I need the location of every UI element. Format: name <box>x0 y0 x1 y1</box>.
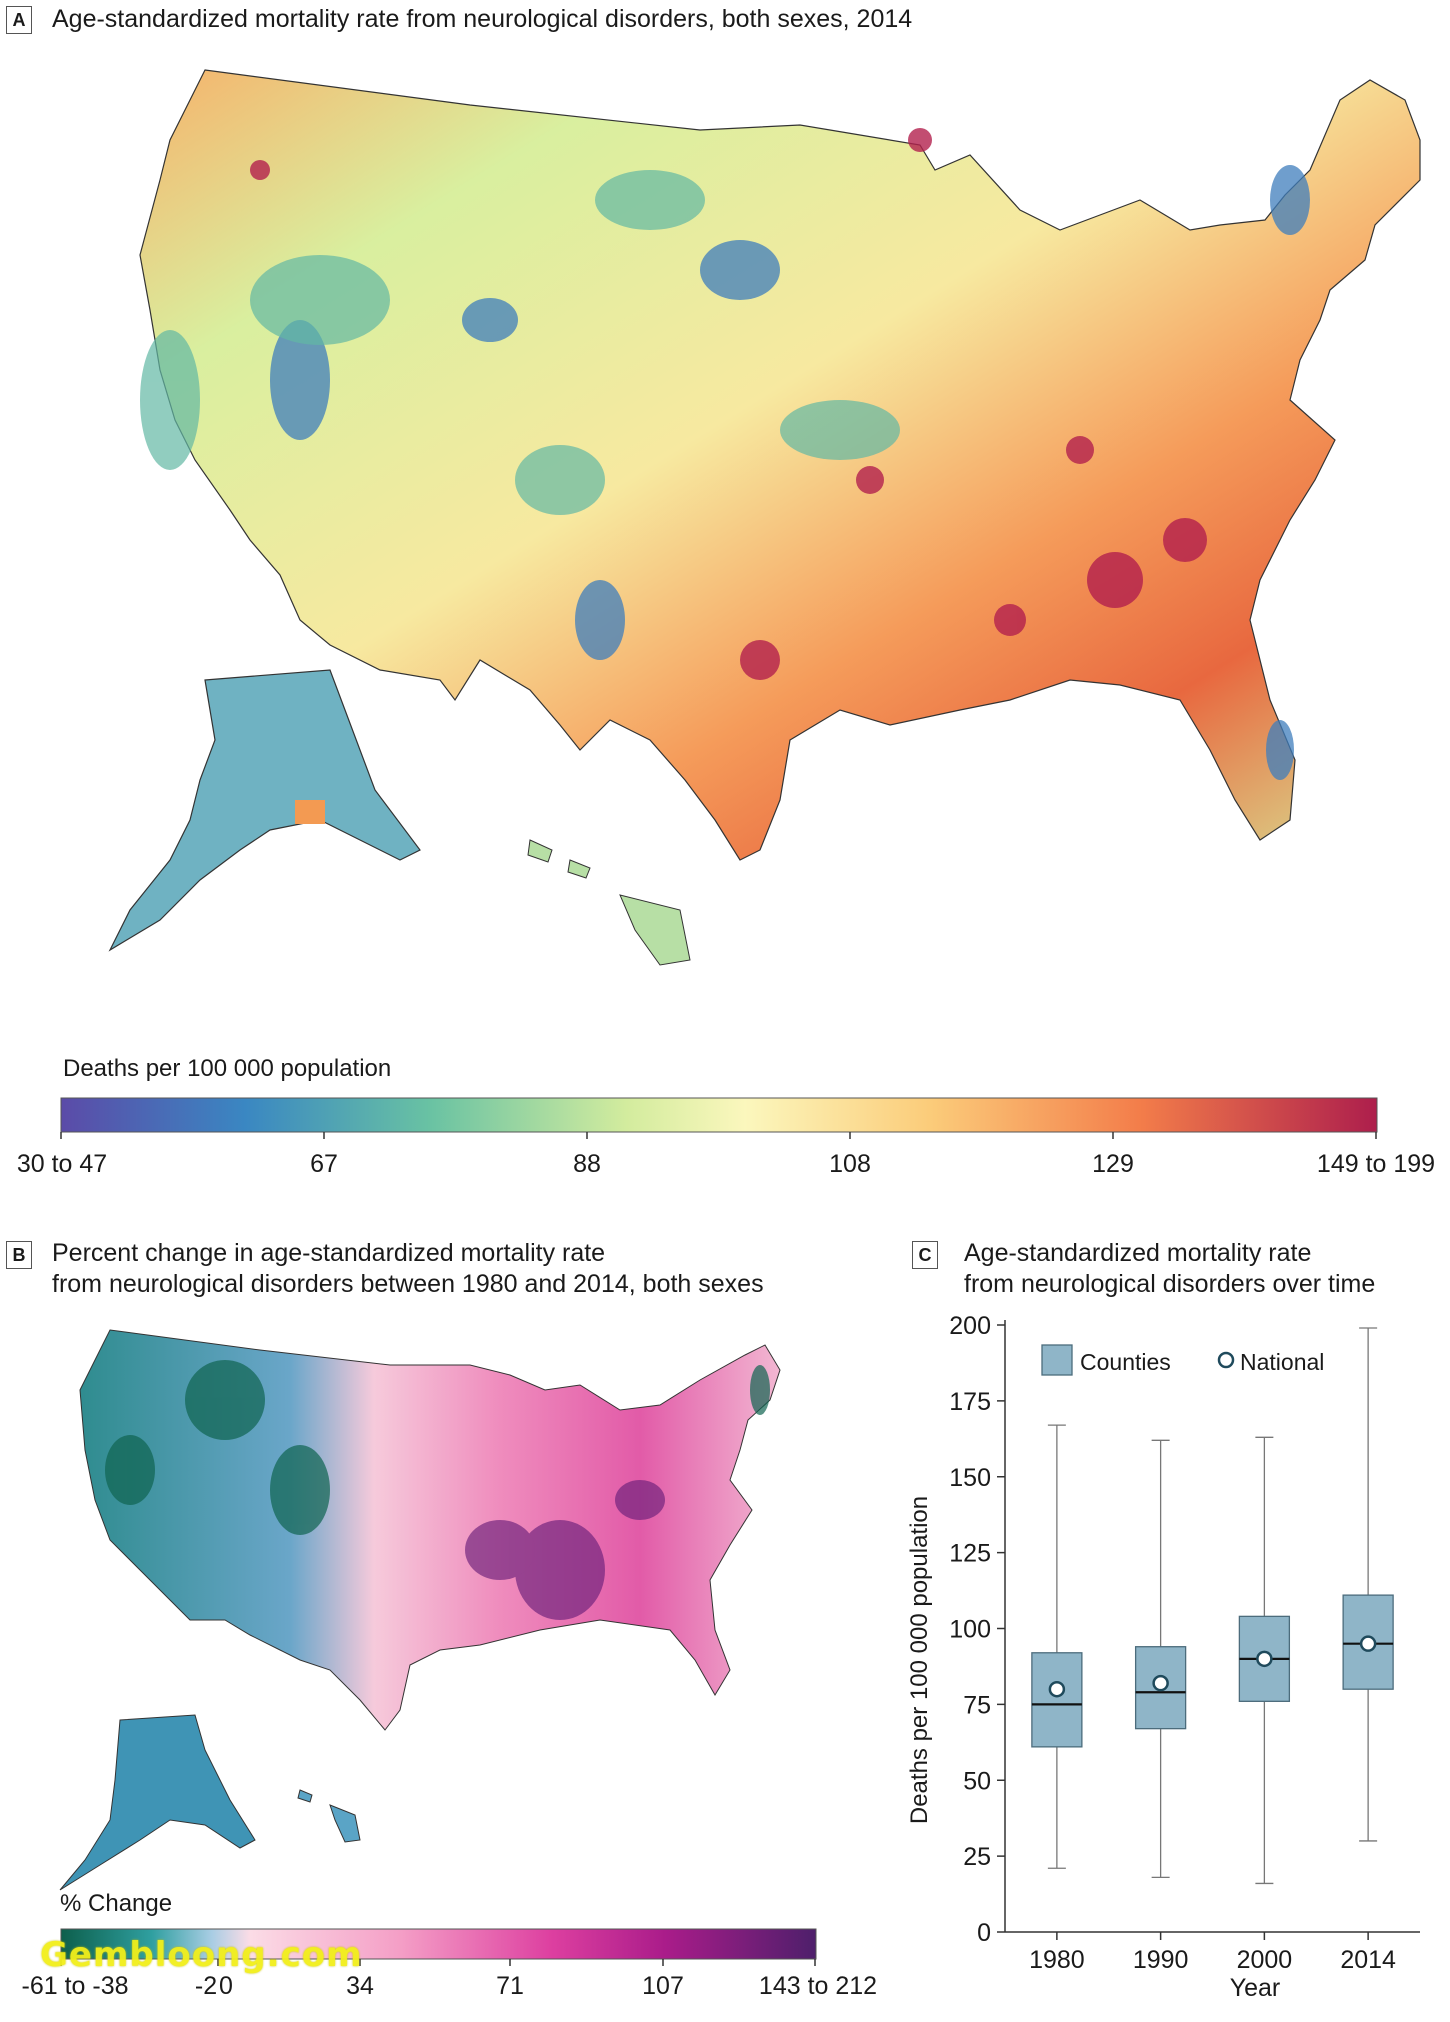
box-iqr <box>1031 1652 1083 1748</box>
national-point <box>1359 1635 1377 1652</box>
alaska-shape <box>108 669 421 952</box>
panel-c-title-line1: Age-standardized mortality rate <box>964 1239 1312 1267</box>
national-point <box>1048 1680 1066 1698</box>
map-a-hotspots <box>250 128 1207 680</box>
panel-b-colorbar <box>60 1928 817 1966</box>
y-tick-label: 50 <box>963 1767 991 1795</box>
x-tick-label: 1990 <box>1133 1946 1189 1974</box>
panel-b-title-line2: from neurological disorders between 1980… <box>52 1270 764 1298</box>
contiguous-us-shape-b <box>79 1329 781 1731</box>
map-b-dark-regions <box>465 1480 665 1620</box>
y-axis-label: Deaths per 100 000 population <box>906 1496 933 1824</box>
panel-a-title-text: Age-standardized mortality rate from neu… <box>52 5 913 33</box>
y-tick-label: 175 <box>949 1388 991 1416</box>
y-tick-label: 100 <box>949 1616 991 1644</box>
panel-b-tick-5: 107 <box>642 1972 684 2000</box>
panel-a-tick-3: 108 <box>829 1150 871 1178</box>
alaska-orange-county <box>295 800 325 824</box>
panel-a-letter: A <box>6 6 32 34</box>
panel-b-tick-6: 143 to 212 <box>758 1972 878 2000</box>
us-map-mortality-2014 <box>108 69 1421 966</box>
legend-national-label: National <box>1240 1349 1324 1375</box>
panel-b-tick-3: 34 <box>346 1972 374 2000</box>
x-tick-label: 2014 <box>1340 1946 1396 1974</box>
boxplot-axes: 0 25 50 75 100 125 150 175 200 1980 1990 2000 2014 <box>949 1312 1420 1974</box>
panel-a-tick-0: 30 to 47 <box>16 1150 108 1178</box>
y-tick-label: 200 <box>949 1312 991 1340</box>
hawaii-shape-b <box>297 1789 361 1843</box>
map-b-green-regions <box>105 1360 770 1535</box>
x-tick-label: 1980 <box>1029 1946 1085 1974</box>
national-point <box>1152 1674 1169 1692</box>
contiguous-us-shape <box>139 69 1421 861</box>
panel-b-title-line1: Percent change in age-standardized morta… <box>52 1239 606 1267</box>
x-tick-label: 2000 <box>1237 1946 1293 1974</box>
watermark-text: Gembloong.com <box>40 1935 363 1975</box>
panel-a-tick-4: 129 <box>1092 1150 1134 1178</box>
panel-a-tick-1: 67 <box>310 1150 338 1178</box>
panel-b-letter: B <box>6 1241 32 1269</box>
alaska-shape-b <box>59 1714 256 1891</box>
panel-b-tick-1: -2 <box>194 1972 218 2000</box>
panel-b-legend-title: % Change <box>60 1890 173 1917</box>
y-tick-label: 125 <box>949 1540 991 1568</box>
panel-c-letter: C <box>912 1241 938 1269</box>
x-axis-label: Year <box>1230 1974 1281 2002</box>
panel-b-tick-4: 71 <box>496 1972 524 2000</box>
panel-a-colorbar <box>60 1097 1378 1139</box>
panel-a-tick-5: 149 to 199 <box>1316 1150 1436 1178</box>
y-tick-label: 150 <box>949 1464 991 1492</box>
map-a-cool-regions <box>270 165 1310 780</box>
legend-national-marker <box>1217 1351 1235 1369</box>
panel-b-tick-2: 0 <box>219 1972 233 2000</box>
panel-c-title: Age-standardized mortality rate from neu… <box>964 1238 1375 1300</box>
map-a-teal-regions <box>140 170 900 515</box>
y-tick-label: 25 <box>963 1843 991 1871</box>
boxplot-boxes <box>1031 1327 1394 1885</box>
boxplot-chart: 0 25 50 75 100 125 150 175 200 1980 1990 2000 2014 C… <box>906 1312 1420 2002</box>
y-tick-label: 0 <box>977 1919 991 1947</box>
hawaii-shape <box>527 839 691 966</box>
panel-c-title-line2: from neurological disorders over time <box>964 1270 1376 1298</box>
national-point <box>1256 1650 1273 1668</box>
us-map-percent-change <box>59 1329 781 1891</box>
legend-counties-swatch <box>1041 1344 1073 1376</box>
legend-counties-label: Counties <box>1080 1349 1171 1375</box>
boxplot-legend: Counties National <box>1041 1344 1324 1376</box>
panel-b-title: Percent change in age-standardized morta… <box>52 1238 764 1300</box>
y-tick-label: 75 <box>963 1691 991 1719</box>
panel-a-legend-title: Deaths per 100 000 population <box>63 1055 392 1082</box>
panel-b-tick-0: -61 to -38 <box>21 1972 129 2000</box>
panel-a-title: Age-standardized mortality rate from neu… <box>52 4 912 35</box>
panel-a-tick-2: 88 <box>573 1150 601 1178</box>
